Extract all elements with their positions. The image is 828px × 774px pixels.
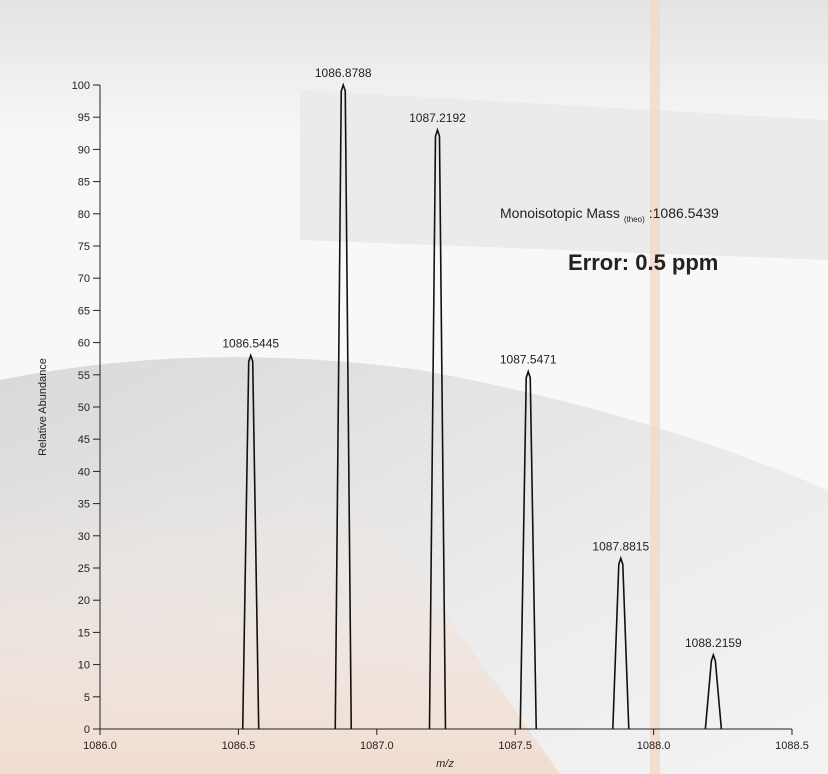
y-tick-label: 70 xyxy=(78,273,90,285)
y-tick-label: 35 xyxy=(78,499,90,511)
peak xyxy=(428,127,447,730)
annotation-subscript: (theo) xyxy=(624,215,645,224)
annotation-value: :1086.5439 xyxy=(649,205,719,221)
error-annotation: Error: 0.5 ppm xyxy=(568,250,718,275)
y-axis-label: Relative Abundance xyxy=(37,358,49,456)
y-tick-label: 30 xyxy=(78,531,90,543)
peak-label: 1086.5445 xyxy=(222,336,279,350)
peak-label: 1087.2192 xyxy=(409,111,466,125)
peak-label: 1087.5471 xyxy=(500,353,557,367)
annotation: Monoisotopic Mass (theo) :1086.5439 xyxy=(500,205,719,224)
y-tick-label: 90 xyxy=(78,144,90,156)
y-tick-label: 95 xyxy=(78,112,90,124)
y-tick-label: 20 xyxy=(78,595,90,607)
x-tick-label: 1088.0 xyxy=(637,740,671,752)
x-tick-label: 1088.5 xyxy=(775,740,809,752)
peak xyxy=(704,652,723,730)
y-tick-label: 65 xyxy=(78,305,90,317)
y-tick-label: 50 xyxy=(78,402,90,414)
peak-label: 1088.2159 xyxy=(685,636,742,650)
y-tick-label: 10 xyxy=(78,660,90,672)
x-tick-label: 1086.5 xyxy=(222,740,256,752)
y-tick-label: 60 xyxy=(78,338,90,350)
y-tick-label: 45 xyxy=(78,434,90,446)
y-tick-label: 15 xyxy=(78,627,90,639)
x-tick-label: 1087.0 xyxy=(360,740,394,752)
y-tick-label: 0 xyxy=(84,724,90,736)
y-tick-label: 85 xyxy=(78,177,90,189)
x-tick-label: 1086.0 xyxy=(83,740,117,752)
annotation-text: Monoisotopic Mass xyxy=(500,205,620,221)
peak-label: 1086.8788 xyxy=(315,66,372,80)
peak xyxy=(611,555,630,730)
y-tick-label: 100 xyxy=(72,80,90,92)
peak xyxy=(519,369,538,730)
peak xyxy=(241,352,260,730)
y-tick-label: 75 xyxy=(78,241,90,253)
y-tick-label: 5 xyxy=(84,692,90,704)
peak-label: 1087.8815 xyxy=(592,539,649,553)
y-tick-label: 25 xyxy=(78,563,90,575)
y-tick-label: 40 xyxy=(78,466,90,478)
y-tick-label: 80 xyxy=(78,209,90,221)
x-axis-label: m/z xyxy=(436,758,454,770)
y-tick-label: 55 xyxy=(78,370,90,382)
x-tick-label: 1087.5 xyxy=(498,740,532,752)
peak xyxy=(334,82,353,730)
